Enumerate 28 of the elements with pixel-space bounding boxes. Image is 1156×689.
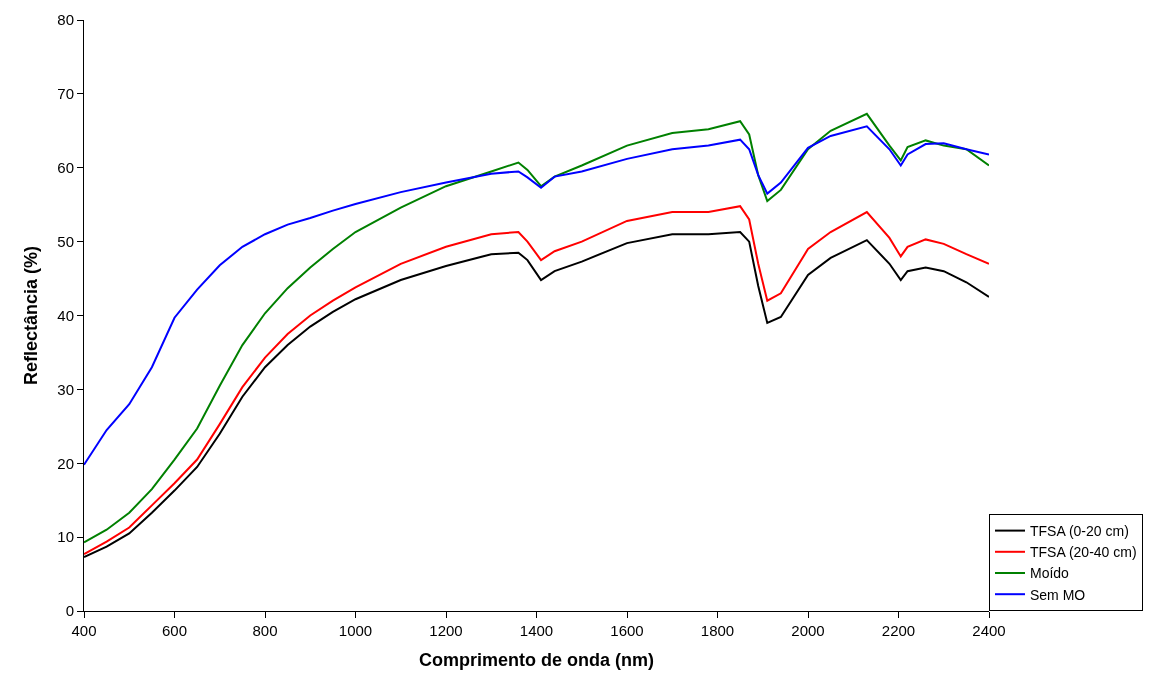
x-tick-label: 400 (71, 622, 97, 639)
y-tick-label: 10 (57, 528, 74, 546)
x-tick-label: 1600 (610, 622, 644, 639)
y-tick-label: 20 (57, 454, 74, 472)
x-tick-label: 2400 (972, 622, 1006, 639)
legend-label: Sem MO (1030, 586, 1086, 603)
legend-label: TFSA (0-20 cm) (1030, 523, 1129, 540)
x-tick-label: 600 (161, 622, 188, 639)
x-tick-label: 800 (252, 622, 278, 639)
line-series (84, 125, 989, 466)
x-axis-title: Comprimento de onda (nm) (419, 650, 654, 671)
y-tick-label: 40 (57, 306, 74, 324)
x-tick-label: 1000 (338, 622, 373, 639)
y-tick-label: 0 (65, 602, 74, 620)
x-tick-label: 1200 (429, 622, 463, 639)
y-axis-title: Reflectância (%) (20, 245, 41, 386)
legend-label: Moído (1030, 565, 1070, 582)
y-tick-label: 70 (57, 85, 74, 103)
y-tick-label: 60 (57, 159, 74, 176)
line-series (84, 112, 989, 544)
y-tick-label: 50 (57, 232, 74, 250)
x-tick-label: 2200 (881, 622, 916, 639)
y-tick-label: 30 (57, 380, 74, 398)
x-tick-label: 1800 (700, 622, 735, 639)
legend-label: TFSA (20-40 cm) (1030, 544, 1137, 561)
y-tick-label: 80 (57, 11, 74, 29)
x-tick-label: 2000 (791, 622, 825, 639)
x-tick-label: 1400 (519, 622, 554, 639)
